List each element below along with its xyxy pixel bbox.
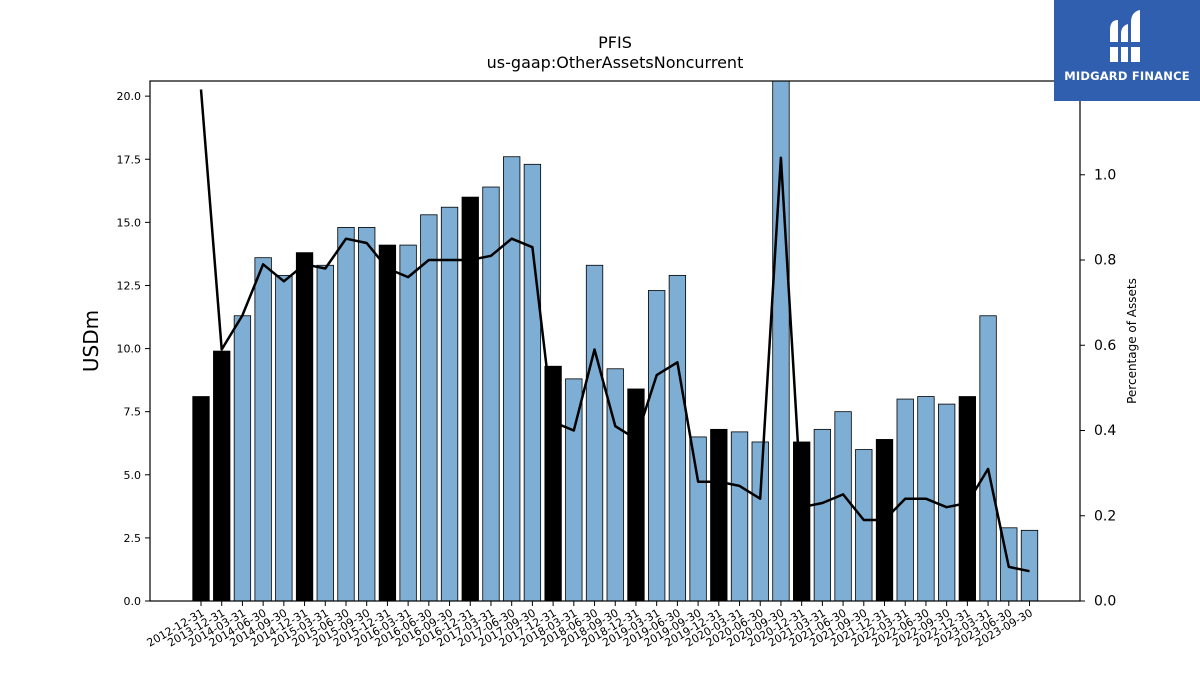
bar-2017-12-31 — [544, 365, 562, 602]
bar-2020-03-31 — [730, 431, 749, 602]
bar-2014-06-30 — [254, 257, 272, 602]
y-tick-label-right: 0.0 — [1094, 594, 1116, 610]
y-tick-label-left: 2.5 — [124, 532, 142, 545]
y-tick-label-left: 12.5 — [117, 279, 142, 292]
y-tick-label-right: 0.8 — [1094, 253, 1116, 269]
bar-2015-09-30 — [358, 227, 376, 602]
bar-2021-06-30 — [834, 411, 852, 602]
x-axis: 2012-12-312013-12-312014-03-312014-06-30… — [145, 601, 1035, 650]
bar-2019-03-31 — [648, 290, 666, 602]
bar-2016-06-30 — [420, 214, 438, 602]
chart-title: PFIS — [598, 33, 632, 52]
y-tick-label-right: 0.6 — [1094, 338, 1116, 354]
bar-2020-06-30 — [751, 441, 769, 602]
bar-2014-12-31 — [295, 252, 314, 602]
bar-2022-12-31 — [958, 396, 977, 602]
bar-2021-09-30 — [855, 449, 873, 602]
y-tick-label-left: 17.5 — [117, 153, 142, 166]
bar-2014-03-31 — [233, 315, 252, 602]
y-tick-label-left: 5.0 — [124, 469, 142, 482]
y-axis-label-left: USDm — [79, 310, 103, 372]
bar-2023-09-30 — [1020, 529, 1039, 602]
y-tick-label-left: 15.0 — [117, 216, 142, 229]
bar-2012-12-31 — [192, 396, 210, 602]
y-tick-label-right: 0.4 — [1094, 423, 1116, 439]
bar-2015-03-31 — [316, 264, 334, 602]
bar-2017-03-31 — [482, 186, 500, 602]
y-tick-label-left: 0.0 — [124, 595, 142, 608]
logo-text: MIDGARD FINANCE — [1064, 69, 1190, 83]
bar-2015-12-31 — [378, 244, 397, 602]
y-tick-label-left: 7.5 — [124, 406, 142, 419]
bar-2014-09-30 — [275, 274, 293, 602]
bar-2018-06-30 — [585, 264, 604, 602]
logo-mark-icon — [1108, 10, 1144, 62]
y-axis-right: 0.0 0.2 0.4 0.6 0.8 1.0 — [1080, 167, 1116, 610]
y-axis-left: 0.0 2.5 5.0 7.5 10.0 12.5 15.0 17.5 20.0 — [117, 90, 150, 608]
plot-frame — [149, 80, 1081, 602]
percentage-line — [199, 89, 1030, 573]
y-tick-label-left: 20.0 — [117, 90, 142, 103]
logo: MIDGARD FINANCE — [1054, 0, 1200, 101]
bar-2019-06-30 — [668, 274, 687, 602]
bar-2015-06-30 — [337, 227, 355, 602]
y-axis-label-right: Percentage of Assets — [1125, 278, 1139, 404]
chart-subtitle: us-gaap:OtherAssetsNoncurrent — [487, 53, 744, 72]
bar-2019-12-31 — [710, 428, 728, 602]
bar-2016-03-31 — [399, 244, 417, 602]
bar-2020-12-31 — [793, 441, 811, 602]
line-series — [199, 89, 1030, 573]
y-tick-label-left: 10.0 — [117, 343, 142, 356]
y-tick-label-right: 1.0 — [1094, 167, 1116, 183]
bar-2017-09-30 — [523, 163, 542, 602]
bar-2017-06-30 — [503, 156, 521, 602]
bar-2023-03-31 — [979, 315, 997, 602]
bar-series — [192, 80, 1039, 602]
y-tick-label-right: 0.2 — [1094, 508, 1116, 524]
bar-2022-09-30 — [938, 403, 956, 602]
bar-2019-09-30 — [689, 436, 707, 602]
bar-2021-03-31 — [813, 428, 832, 602]
bar-2016-09-30 — [440, 206, 459, 602]
bar-2013-12-31 — [213, 350, 231, 602]
